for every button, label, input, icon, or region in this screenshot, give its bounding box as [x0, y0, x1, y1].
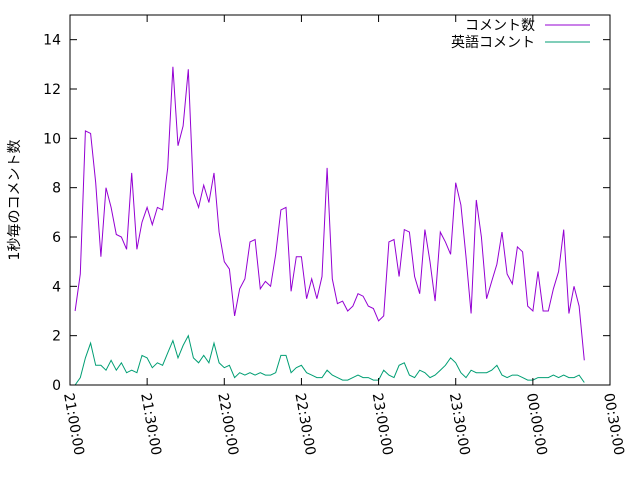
- legend-label-1: コメント数: [465, 18, 535, 34]
- y-axis-label: 1秒毎のコメント数: [7, 140, 23, 261]
- y-axis: 0 2 4 6 8 10 12 14: [43, 33, 610, 394]
- series-line-2: [72, 334, 585, 386]
- y-tick-label: 12: [43, 82, 61, 98]
- x-tick-label: 21:30:00: [137, 392, 164, 457]
- plot-frame: [69, 14, 611, 386]
- series-layer: [72, 66, 585, 386]
- series-line-1: [74, 66, 585, 361]
- x-tick-label: 00:00:00: [523, 392, 550, 457]
- x-tick-label: 23:30:00: [446, 392, 473, 457]
- x-tick-label: 21:00:00: [60, 392, 87, 457]
- y-tick-label: 2: [52, 329, 61, 345]
- y-tick-label: 4: [52, 279, 61, 295]
- y-tick-label: 10: [43, 131, 61, 147]
- x-tick-label: 22:00:00: [214, 392, 241, 457]
- x-axis: 21:00:00 21:30:00 22:00:00 22:30:00 23:00:00…: [60, 15, 627, 457]
- y-tick-label: 8: [52, 181, 61, 197]
- x-tick-label: 22:30:00: [291, 392, 318, 457]
- y-tick-label: 6: [52, 230, 61, 246]
- x-tick-label: 23:00:00: [369, 392, 396, 457]
- y-tick-label: 0: [52, 378, 61, 394]
- y-tick-label: 14: [43, 33, 61, 49]
- legend-label-2: 英語コメント: [451, 34, 535, 51]
- x-tick-label: 00:30:00: [600, 392, 627, 457]
